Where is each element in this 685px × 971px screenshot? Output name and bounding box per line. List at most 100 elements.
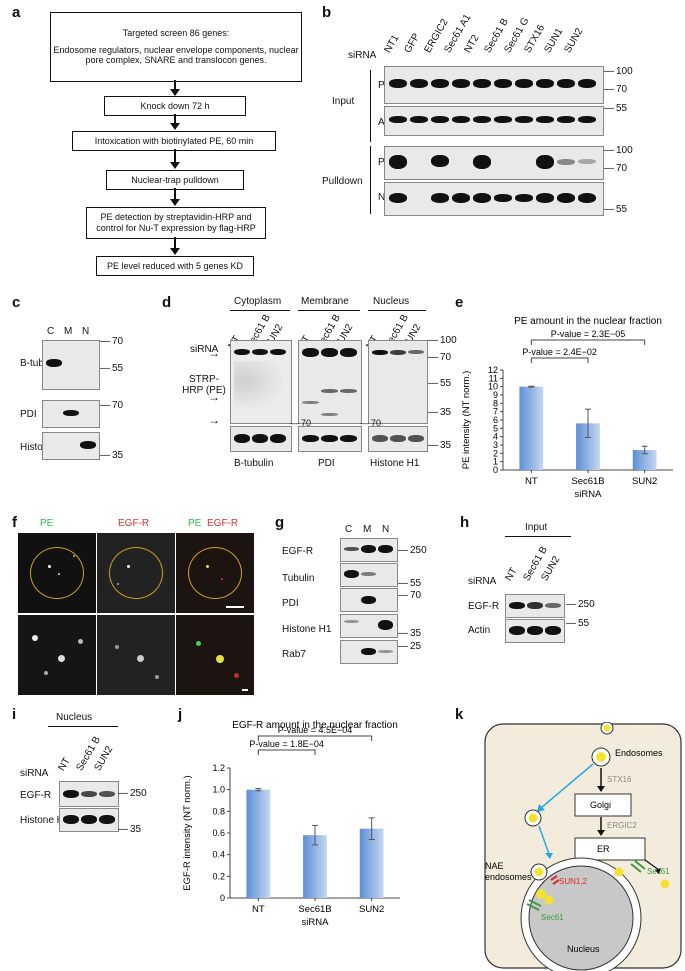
chart-title: PE amount in the nuclear fraction: [514, 316, 662, 327]
y-tick-label: 11: [489, 373, 498, 383]
micrograph-merge-zoom: [176, 615, 254, 695]
bar: [303, 835, 327, 898]
x-tick-label: Sec61B: [571, 476, 604, 487]
blot-d-membrane: [298, 340, 362, 424]
transport-arrow: [540, 763, 594, 809]
pe-particle: [536, 889, 546, 899]
lane-label: NT: [503, 565, 520, 583]
p-value-annotation: P-value = 2.4E−02: [522, 347, 597, 357]
pe-particle: [614, 867, 624, 877]
bracket: [370, 70, 371, 142]
blot-g-pdi: [340, 588, 398, 612]
pe-particle: [544, 895, 554, 905]
bar: [632, 450, 657, 470]
panel-label-c: c: [12, 294, 21, 311]
x-axis-label: siRNA: [302, 917, 330, 928]
bottom-label: B-tubulin: [234, 458, 274, 469]
er-label: ER: [597, 844, 610, 854]
mw-marker: 55: [100, 363, 123, 374]
mw-marker: 250: [566, 599, 595, 610]
row-label: Histone H1: [20, 815, 70, 826]
lane-label: NT2: [462, 33, 482, 55]
mw-marker: 70: [100, 400, 123, 411]
sirna-label: siRNA: [468, 576, 497, 587]
arrow-icon: →: [208, 413, 220, 427]
row-label: EGF-R: [282, 546, 314, 557]
flow-step-screen: Targeted screen 86 genes: Endosome regul…: [50, 12, 302, 82]
ergic2-label: ERGIC2: [607, 821, 637, 830]
flow-step-screen-detail: Endosome regulators, nuclear envelope co…: [53, 44, 299, 66]
scale-bar: [226, 606, 244, 608]
micrograph-egfr-zoom: [97, 615, 175, 695]
pe-particle: [596, 752, 606, 762]
mw-marker: 250: [118, 788, 147, 799]
flow-step-result: PE level reduced with 5 genes KD: [96, 256, 254, 276]
x-tick-label: NT: [525, 476, 538, 487]
row-label: EGF-R: [468, 601, 500, 612]
row-label: B-tubulin: [20, 358, 60, 369]
pulldown-label: Pulldown: [322, 176, 363, 187]
mw-marker: 70: [360, 418, 381, 428]
row-label: Tubulin: [282, 573, 315, 584]
mw-marker: 35: [398, 628, 421, 639]
blot-g-rab7: [340, 640, 398, 664]
lane-label: N: [82, 326, 90, 337]
y-tick-label: 1.0: [212, 785, 225, 795]
golgi-box: [574, 793, 632, 817]
sun-mark: [552, 879, 560, 885]
mw-marker: 70: [604, 84, 627, 95]
lane-label: GFP: [402, 31, 423, 55]
significance-bracket: [257, 735, 373, 741]
blot-c-tubulin: [42, 340, 100, 390]
micrograph-pe-zoom: [18, 615, 96, 695]
arrowhead-icon: [545, 853, 553, 859]
p-value-annotation: P-value = 4.5E−04: [278, 725, 353, 735]
blot-g-tubulin: [340, 563, 398, 587]
arrow-line: [644, 859, 660, 871]
pe-particle: [534, 867, 544, 877]
lane-label: NT1: [382, 33, 402, 55]
micrograph-egfr: [97, 533, 175, 613]
arrow-icon: →: [208, 346, 220, 360]
y-tick-label: 0.8: [212, 806, 225, 816]
row-label: PDI: [282, 598, 299, 609]
panel-label-f: f: [12, 514, 17, 531]
panel-label-e: e: [455, 294, 464, 311]
significance-bracket: [530, 357, 589, 363]
blot-h-egfr: [505, 594, 565, 618]
mw-marker: 35: [428, 440, 451, 451]
row-label: Histone H1: [282, 624, 332, 635]
mw-marker: 100: [604, 66, 633, 77]
lane-label: N: [382, 524, 390, 535]
row-label: Actin: [468, 625, 491, 636]
channel-label-merge-pe: PE: [188, 518, 202, 529]
panel-label-i: i: [12, 706, 17, 723]
blot-d-tubulin: [230, 426, 292, 452]
blot-g-histone: [340, 614, 398, 638]
pe-particle: [660, 879, 670, 889]
sun-label: SUN1,2: [559, 877, 588, 886]
y-tick-label: 3: [493, 440, 498, 450]
blot-c-pdi: [42, 400, 100, 428]
mw-marker: 55: [604, 204, 627, 215]
sec61-mark: [630, 863, 642, 873]
y-tick-label: 7: [493, 407, 498, 417]
sirna-label: siRNA: [348, 50, 377, 61]
bottom-label: PDI: [318, 458, 335, 469]
input-label: Input: [332, 96, 355, 107]
y-tick-label: 1: [493, 457, 498, 467]
sun-mark: [550, 875, 558, 881]
y-tick-label: 5: [493, 423, 498, 433]
chart-title: EGF-R amount in the nuclear fraction: [232, 720, 398, 731]
blot-d-nucleus: [368, 340, 428, 424]
micrograph-pe: [18, 533, 96, 613]
flow-arrow: [170, 114, 180, 130]
pe-particle: [603, 724, 611, 732]
p-value-annotation: P-value = 1.8E−04: [249, 739, 324, 749]
x-tick-label: SUN2: [632, 476, 657, 487]
nucleus: [528, 865, 634, 971]
flow-step-screen-title: Targeted screen 86 genes:: [122, 27, 230, 38]
panel-label-a: a: [12, 4, 21, 21]
bar: [519, 386, 544, 470]
mw-marker: 35: [118, 824, 141, 835]
